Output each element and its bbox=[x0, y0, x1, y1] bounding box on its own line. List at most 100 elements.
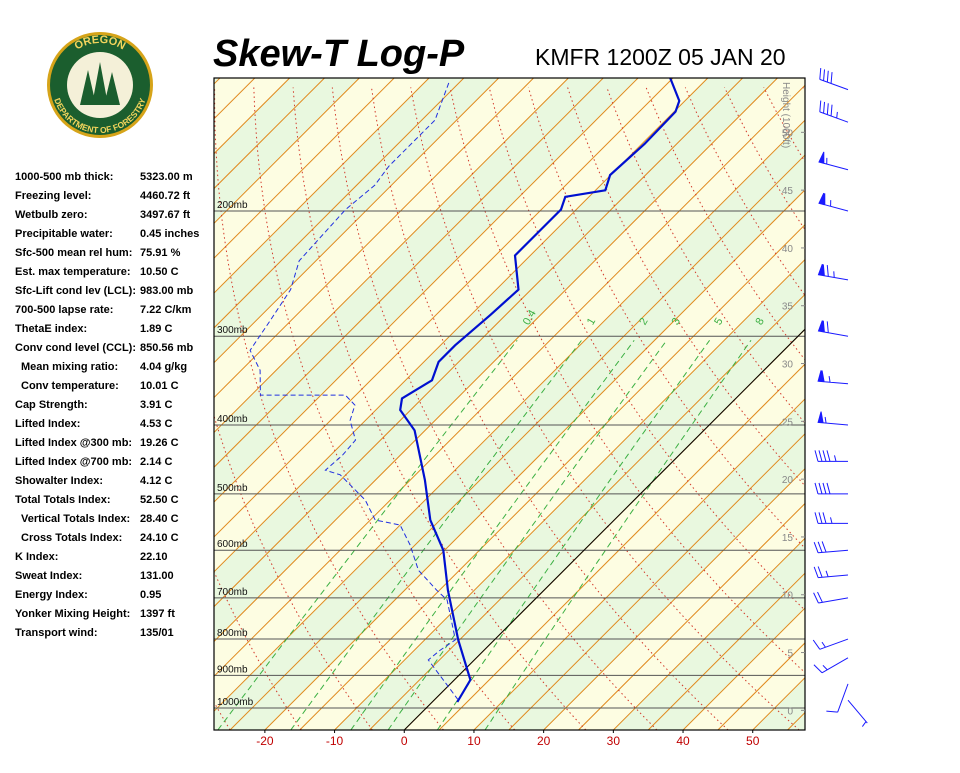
stat-label: Lifted Index @300 mb: bbox=[15, 437, 132, 449]
y2-tick-label: 35 bbox=[782, 302, 794, 313]
stat-value: 52.50 C bbox=[140, 494, 179, 506]
wind-barb bbox=[848, 700, 867, 726]
wind-barb bbox=[819, 152, 848, 170]
stat-label: Precipitable water: bbox=[15, 228, 113, 240]
pressure-label: 400mb bbox=[217, 414, 248, 425]
stat-value: 4460.72 ft bbox=[140, 190, 190, 202]
stat-value: 4.12 C bbox=[140, 475, 172, 487]
stat-value: 75.91 % bbox=[140, 247, 181, 259]
wind-barb bbox=[814, 567, 848, 578]
stat-value: 28.40 C bbox=[140, 513, 179, 525]
stat-value: 3.91 C bbox=[140, 399, 172, 411]
y2-tick-label: 0 bbox=[787, 706, 793, 717]
x-tick-label: -20 bbox=[256, 734, 274, 748]
stat-label: 1000-500 mb thick: bbox=[15, 171, 113, 183]
pressure-label: 600mb bbox=[217, 539, 248, 550]
x-tick-label: 30 bbox=[607, 734, 621, 748]
wind-barb bbox=[826, 684, 848, 712]
stats-table: 1000-500 mb thick: 5323.00 m Freezing leve… bbox=[15, 171, 199, 639]
stat-label: ThetaE index: bbox=[15, 323, 87, 335]
x-tick-label: 40 bbox=[676, 734, 690, 748]
stat-value: 2.14 C bbox=[140, 456, 172, 468]
dry-adiabat bbox=[921, 87, 960, 730]
pressure-label: 200mb bbox=[217, 200, 248, 211]
pressure-label: 900mb bbox=[217, 664, 248, 675]
dry-adiabat bbox=[803, 87, 960, 730]
pressure-label: 1000mb bbox=[217, 697, 254, 708]
stat-label: Freezing level: bbox=[15, 190, 91, 202]
y2-axis-label: Height (1000ft) bbox=[780, 82, 791, 148]
stat-label: Conv cond level (CCL): bbox=[15, 342, 136, 354]
y2-tick-label: 20 bbox=[782, 475, 794, 486]
x-tick-label: 0 bbox=[401, 734, 408, 748]
stat-value: 850.56 mb bbox=[140, 342, 193, 354]
stat-value: 10.50 C bbox=[140, 266, 179, 278]
subtitle: KMFR 1200Z 05 JAN 20 bbox=[535, 44, 786, 70]
stat-value: 5323.00 m bbox=[140, 171, 193, 183]
y2-tick-label: 5 bbox=[787, 649, 793, 660]
stat-label: Est. max temperature: bbox=[15, 266, 131, 278]
wind-barb bbox=[813, 639, 848, 649]
stat-value: 10.01 C bbox=[140, 380, 179, 392]
x-tick-label: 10 bbox=[467, 734, 481, 748]
wind-barb bbox=[814, 592, 848, 603]
wind-barbs bbox=[813, 68, 867, 727]
stat-label: Lifted Index: bbox=[15, 418, 80, 430]
pressure-label: 500mb bbox=[217, 483, 248, 494]
stat-label: Yonker Mixing Height: bbox=[15, 608, 130, 620]
stat-label: Conv temperature: bbox=[21, 380, 119, 392]
dry-adiabat bbox=[881, 87, 960, 730]
stat-value: 135/01 bbox=[140, 627, 174, 639]
wind-barb bbox=[814, 541, 848, 552]
wind-barb bbox=[815, 483, 848, 494]
isotherm bbox=[822, 78, 960, 730]
y2-tick-label: 15 bbox=[782, 533, 794, 544]
stat-label: Sfc-Lift cond lev (LCL): bbox=[15, 285, 136, 297]
wind-barb bbox=[818, 370, 848, 383]
stat-value: 1397 ft bbox=[140, 608, 175, 620]
wind-barb bbox=[820, 101, 848, 123]
title: Skew-T Log-P bbox=[213, 33, 465, 75]
temperature-band bbox=[822, 78, 960, 730]
isotherm bbox=[857, 78, 960, 730]
x-tick-label: -10 bbox=[326, 734, 344, 748]
stat-value: 983.00 mb bbox=[140, 285, 193, 297]
stat-label: Wetbulb zero: bbox=[15, 209, 88, 221]
stat-label: K Index: bbox=[15, 551, 58, 563]
y2-tick-label: 45 bbox=[782, 186, 794, 197]
stat-value: 131.00 bbox=[140, 570, 174, 582]
stat-value: 19.26 C bbox=[140, 437, 179, 449]
stat-value: 3497.67 ft bbox=[140, 209, 190, 221]
pressure-label: 300mb bbox=[217, 325, 248, 336]
pressure-label: 800mb bbox=[217, 628, 248, 639]
wind-barb bbox=[815, 450, 848, 461]
stat-value: 0.45 inches bbox=[140, 228, 199, 240]
x-tick-label: 20 bbox=[537, 734, 551, 748]
wind-barb bbox=[818, 321, 848, 337]
stat-value: 7.22 C/km bbox=[140, 304, 192, 316]
stat-label: Cross Totals Index: bbox=[21, 532, 122, 544]
isotherm bbox=[788, 78, 960, 730]
y2-tick-label: 30 bbox=[782, 360, 794, 371]
wind-barb bbox=[818, 412, 848, 425]
stat-label: Energy Index: bbox=[15, 589, 88, 601]
stat-label: Transport wind: bbox=[15, 627, 98, 639]
stat-value: 4.04 g/kg bbox=[140, 361, 187, 373]
wind-barb bbox=[820, 68, 848, 90]
pressure-label: 700mb bbox=[217, 587, 248, 598]
stat-label: Lifted Index @700 mb: bbox=[15, 456, 132, 468]
stat-label: Sweat Index: bbox=[15, 570, 82, 582]
stat-label: Sfc-500 mean rel hum: bbox=[15, 247, 132, 259]
logo: OREGON DEPARTMENT OF FORESTRY bbox=[47, 32, 153, 138]
wind-barb bbox=[818, 264, 848, 280]
y2-tick-label: 40 bbox=[782, 244, 794, 255]
wind-barb bbox=[814, 658, 848, 673]
stat-value: 4.53 C bbox=[140, 418, 172, 430]
stat-value: 24.10 C bbox=[140, 532, 179, 544]
stat-label: Total Totals Index: bbox=[15, 494, 111, 506]
stat-value: 22.10 bbox=[140, 551, 168, 563]
stat-label: Cap Strength: bbox=[15, 399, 88, 411]
stat-label: Vertical Totals Index: bbox=[21, 513, 130, 525]
y2-tick-label: 10 bbox=[782, 591, 794, 602]
